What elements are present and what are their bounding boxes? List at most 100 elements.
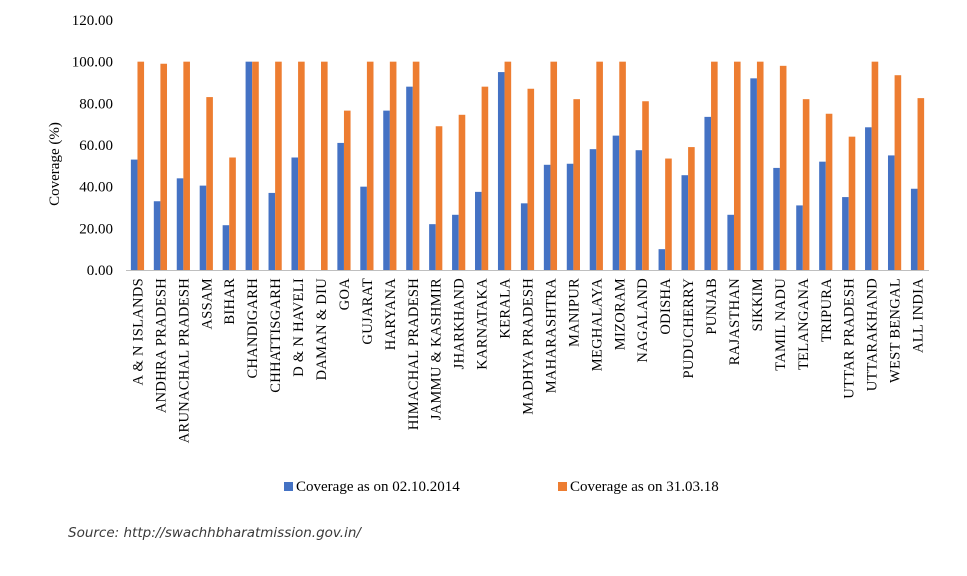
bar-2018 — [848, 136, 856, 270]
x-tick-label: DAMAN & DIU — [314, 278, 330, 381]
x-tick-label: NAGALAND — [635, 278, 651, 363]
bar-2014 — [360, 186, 367, 270]
bar-2014 — [612, 135, 620, 270]
x-tick-label: UTTARAKHAND — [865, 278, 881, 391]
bar-2014 — [842, 197, 849, 270]
legend-label-2014: Coverage as on 02.10.2014 — [296, 479, 460, 495]
bar-2014 — [635, 150, 643, 270]
coverage-chart: 0.00 20.00 40.00 60.00 80.00 100.00 120.00 Cov… — [47, 13, 929, 495]
bar-2018 — [275, 61, 282, 270]
y-tick-label: 100.00 — [72, 55, 113, 71]
bar-2014 — [819, 161, 826, 270]
x-tick-label: TAMIL NADU — [773, 278, 789, 371]
bar-2014 — [222, 225, 230, 270]
x-tick-label: BIHAR — [222, 278, 238, 325]
y-tick-label: 20.00 — [79, 221, 113, 237]
x-axis: A & N ISLANDS ANDHRA PRADESH ARUNACHAL PRA… — [130, 278, 926, 444]
bar-2014 — [773, 167, 780, 270]
bar-2018 — [206, 97, 213, 270]
y-tick-label: 40.00 — [79, 180, 113, 196]
x-tick-label: PUNJAB — [704, 278, 720, 335]
legend-swatch-2018 — [558, 482, 567, 491]
bar-2018 — [825, 113, 833, 270]
x-tick-label: UTTAR PRADESH — [842, 278, 858, 399]
bar-2014 — [176, 178, 184, 270]
bar-2018 — [504, 61, 512, 270]
bar-2018 — [137, 61, 145, 270]
bar-2018 — [596, 61, 603, 270]
x-tick-label: MIZORAM — [612, 278, 628, 350]
x-tick-label: MADHYA PRADESH — [521, 278, 537, 415]
bar-2018 — [642, 101, 649, 270]
bar-2014 — [796, 205, 803, 270]
bar-2018 — [366, 61, 374, 270]
bar-2014 — [245, 61, 253, 270]
x-tick-label: TELANGANA — [796, 278, 812, 370]
x-tick-label: GOA — [337, 278, 353, 311]
x-tick-label: JAMMU & KASHMIR — [429, 278, 445, 420]
bar-2018 — [183, 61, 190, 270]
x-tick-label: KARNATAKA — [475, 278, 491, 370]
bar-2018 — [160, 63, 168, 270]
bar-2018 — [871, 61, 879, 270]
bars — [130, 61, 925, 271]
y-tick-label: 0.00 — [87, 263, 113, 279]
bar-2018 — [619, 61, 626, 270]
x-tick-label: SIKKIM — [750, 278, 766, 331]
bar-2014 — [681, 175, 689, 270]
x-tick-label: KERALA — [498, 278, 514, 339]
x-tick-label: ARUNACHAL PRADESH — [176, 278, 192, 444]
bar-2014 — [566, 163, 574, 270]
x-tick-label: CHHATTISGARH — [268, 278, 284, 393]
y-tick-label: 80.00 — [79, 96, 113, 112]
bar-2014 — [910, 188, 918, 270]
x-tick-label: D & N HAVELI — [291, 278, 307, 377]
bar-2018 — [779, 65, 787, 270]
bar-2018 — [802, 99, 810, 271]
bar-2018 — [321, 61, 328, 270]
x-tick-label: HIMACHAL PRADESH — [406, 278, 422, 430]
bar-2014 — [406, 86, 413, 271]
x-tick-label: ANDHRA PRADESH — [153, 278, 169, 413]
bar-2014 — [704, 116, 712, 270]
y-tick-label: 120.00 — [72, 13, 113, 29]
x-tick-label: MANIPUR — [566, 278, 582, 347]
bar-2018 — [711, 61, 718, 270]
bar-2014 — [520, 203, 528, 270]
bar-2014 — [153, 201, 161, 270]
bar-2014 — [452, 214, 459, 270]
x-tick-label: TRIPURA — [819, 278, 835, 342]
x-tick-label: MEGHALAYA — [589, 278, 605, 371]
bar-2014 — [543, 164, 551, 270]
bar-2014 — [199, 185, 207, 270]
x-tick-label: ODISHA — [658, 278, 674, 335]
bar-2018 — [917, 98, 925, 270]
x-tick-label: ALL INDIA — [911, 278, 927, 353]
x-tick-label: ASSAM — [199, 278, 215, 329]
bar-2014 — [130, 159, 138, 270]
bar-2018 — [343, 110, 351, 270]
bar-2018 — [389, 61, 397, 270]
bar-2014 — [865, 127, 872, 271]
bar-2014 — [727, 214, 734, 270]
x-tick-label: JHARKHAND — [452, 278, 468, 369]
legend-label-2018: Coverage as on 31.03.18 — [570, 479, 719, 495]
bar-2018 — [229, 157, 236, 270]
bar-2014 — [429, 224, 436, 270]
bar-2018 — [688, 147, 695, 270]
bar-2018 — [573, 99, 580, 271]
legend: Coverage as on 02.10.2014 Coverage as on… — [284, 479, 719, 495]
bar-2018 — [665, 158, 672, 270]
bar-2018 — [527, 88, 535, 270]
source-note: Source: http://swachhbharatmission.gov.i… — [68, 525, 361, 541]
bar-2014 — [268, 192, 276, 270]
legend-swatch-2014 — [284, 482, 293, 491]
bar-2014 — [291, 157, 299, 270]
bar-2014 — [750, 78, 757, 270]
bar-2014 — [383, 110, 390, 270]
x-tick-label: GUJARAT — [360, 278, 376, 345]
bar-2018 — [252, 61, 259, 270]
bar-2018 — [412, 61, 420, 270]
bar-2018 — [481, 86, 489, 271]
x-tick-label: CHANDIGARH — [245, 278, 261, 379]
